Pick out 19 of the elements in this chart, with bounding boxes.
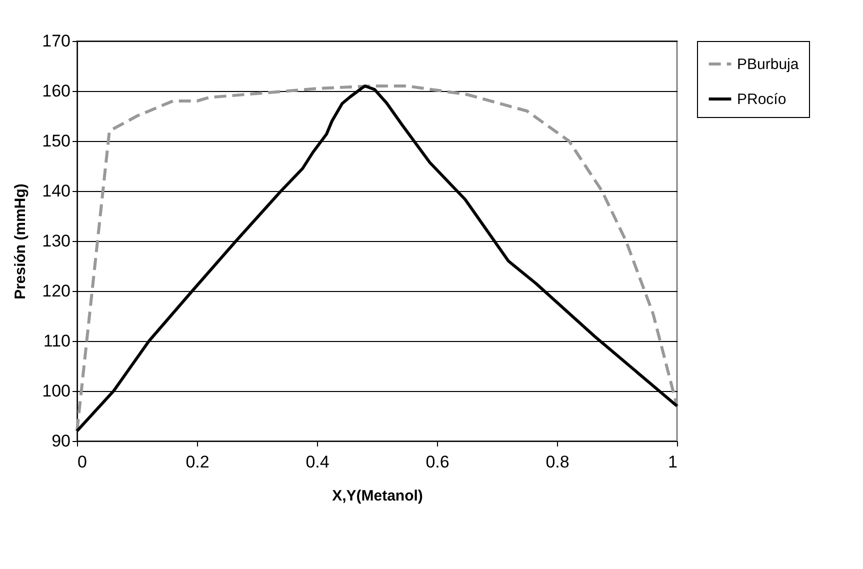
y-tick-label: 140 — [42, 182, 70, 200]
y-tick-label: 160 — [42, 82, 70, 100]
y-tick-label: 110 — [43, 332, 70, 350]
y-axis-title: Presión (mmHg) — [12, 184, 30, 300]
y-tick-label: 120 — [42, 282, 70, 300]
y-tick-label: 130 — [42, 232, 70, 250]
y-tick-label: 150 — [42, 132, 70, 150]
legend-label: PBurbuja — [737, 56, 800, 73]
y-tick-label: 170 — [42, 32, 70, 50]
x-tick-label: 0.6 — [426, 452, 450, 472]
x-axis-title: X,Y(Metanol) — [332, 488, 423, 504]
x-tick-label: 1 — [668, 452, 678, 472]
x-tick-label: 0.8 — [546, 452, 570, 472]
x-tick-label: 0 — [78, 452, 87, 472]
x-tick-label: 0.2 — [186, 452, 210, 472]
y-tick-label: 100 — [42, 382, 70, 400]
x-tick-label: 0.4 — [306, 452, 330, 472]
y-tick-label: 90 — [52, 432, 70, 450]
legend-label: PRocío — [737, 91, 786, 108]
